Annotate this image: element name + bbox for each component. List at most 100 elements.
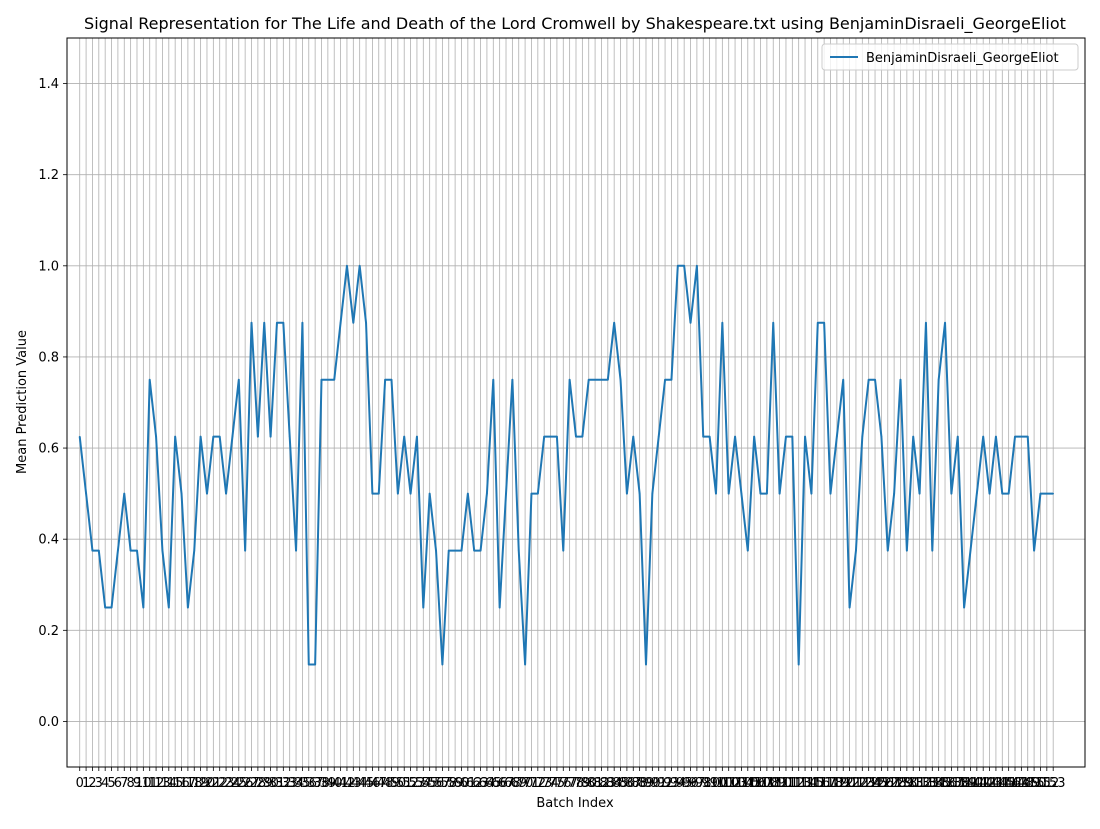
data-point [422, 606, 425, 609]
x-tick-label: 149 [1015, 776, 1040, 791]
x-tick-label: 12 [148, 776, 165, 791]
data-point [447, 549, 450, 552]
x-tick-label: 57 [434, 776, 451, 791]
data-point [1046, 492, 1048, 495]
data-point [670, 378, 673, 381]
x-tick-label: 66 [491, 776, 508, 791]
data-point [346, 265, 348, 267]
data-point [454, 549, 456, 552]
x-tick-label: 26 [237, 776, 254, 791]
data-point [740, 492, 743, 495]
data-point [944, 321, 946, 324]
data-point [123, 492, 126, 495]
x-tick-label: 5 [107, 776, 115, 791]
data-point [797, 663, 800, 666]
x-tick-label: 124 [856, 776, 881, 791]
x-tick-label: 143 [977, 776, 1002, 791]
series-layer [78, 264, 1054, 666]
series-line [78, 264, 1054, 666]
x-tick-label: 32 [275, 776, 292, 791]
x-tick-label: 33 [281, 776, 298, 791]
x-tick-label: 54 [415, 776, 432, 791]
data-point [816, 321, 819, 324]
x-tick-label: 8 [126, 776, 134, 791]
data-point [995, 435, 997, 438]
x-tick-label: 134 [920, 776, 945, 791]
data-point [358, 265, 361, 267]
data-point [791, 435, 794, 438]
data-point [1007, 492, 1010, 495]
data-point [956, 435, 959, 438]
data-point [78, 435, 81, 438]
data-point [295, 549, 297, 552]
data-point [206, 492, 208, 495]
x-tick-label: 145 [990, 776, 1015, 791]
x-tick-label: 146 [996, 776, 1021, 791]
data-point [98, 549, 100, 552]
x-tick-label: 2 [88, 776, 96, 791]
data-point [333, 378, 336, 381]
data-point [498, 606, 501, 609]
x-axis-ticks: 0123456789101112131415161718192021222324… [76, 767, 1066, 791]
data-point [677, 265, 679, 267]
data-point [702, 435, 705, 438]
x-tick-label: 22 [211, 776, 228, 791]
data-point [842, 378, 845, 381]
x-tick-label: 70 [517, 776, 534, 791]
x-tick-label: 76 [555, 776, 572, 791]
data-point [543, 435, 545, 438]
x-tick-label: 15 [167, 776, 184, 791]
x-tick-label: 139 [952, 776, 977, 791]
x-tick-label: 63 [472, 776, 489, 791]
x-tick-label: 51 [396, 776, 413, 791]
data-point [804, 435, 806, 438]
x-tick-label: 111 [774, 776, 799, 791]
data-point [607, 378, 609, 381]
x-tick-label: 127 [875, 776, 900, 791]
data-point [689, 321, 692, 324]
data-point [810, 492, 813, 495]
data-point [568, 378, 571, 381]
data-point [1020, 435, 1023, 438]
data-point [168, 606, 170, 609]
x-tick-label: 100 [704, 776, 729, 791]
x-tick-label: 94 [670, 776, 687, 791]
x-tick-label: 58 [440, 776, 457, 791]
data-point [511, 378, 514, 381]
data-point [307, 663, 310, 666]
data-point [479, 549, 482, 552]
x-tick-label: 96 [682, 776, 699, 791]
x-tick-label: 115 [799, 776, 824, 791]
x-tick-label: 136 [933, 776, 958, 791]
x-tick-label: 36 [301, 776, 318, 791]
x-tick-label: 103 [723, 776, 748, 791]
data-point [199, 435, 202, 438]
x-tick-label: 121 [837, 776, 862, 791]
x-tick-label: 151 [1028, 776, 1053, 791]
x-tick-label: 46 [364, 776, 381, 791]
data-point [829, 492, 832, 495]
x-tick-label: 135 [926, 776, 951, 791]
x-tick-label: 18 [186, 776, 203, 791]
data-point [282, 321, 285, 324]
x-tick-label: 45 [358, 776, 375, 791]
data-point [778, 492, 781, 495]
data-point [759, 492, 762, 495]
x-tick-label: 97 [689, 776, 706, 791]
x-tick-label: 56 [428, 776, 445, 791]
data-point [91, 549, 94, 552]
x-tick-label: 113 [786, 776, 811, 791]
data-point [562, 549, 565, 552]
x-tick-label: 144 [984, 776, 1009, 791]
data-point [937, 378, 940, 381]
data-point [556, 435, 558, 438]
data-point [352, 321, 355, 324]
data-point [237, 378, 240, 381]
data-point [581, 435, 584, 438]
x-tick-label: 10 [135, 776, 152, 791]
x-tick-label: 133 [914, 776, 939, 791]
x-tick-label: 67 [498, 776, 515, 791]
data-point [657, 435, 660, 438]
